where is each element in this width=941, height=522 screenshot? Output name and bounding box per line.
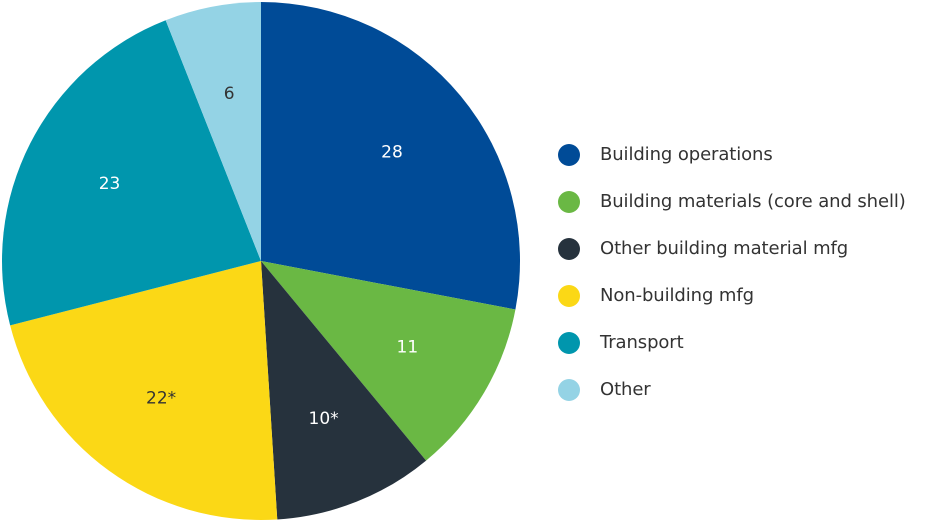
slice-value-label: 10* [309, 409, 339, 429]
legend-label: Building operations [600, 144, 773, 165]
slice-value-label: 28 [381, 143, 403, 163]
legend-label: Other building material mfg [600, 238, 849, 259]
slice-value-label: 6 [224, 84, 235, 104]
pie-slice-building-operations [261, 2, 520, 310]
legend-swatch [558, 378, 580, 401]
legend-swatch [558, 284, 580, 307]
pie-slice-non-building-mfg [10, 261, 278, 520]
legend-item-building-operations[interactable]: Building operations [558, 131, 906, 178]
slice-value-label: 23 [99, 174, 121, 194]
legend-item-other-building-material-mfg[interactable]: Other building material mfg [558, 225, 906, 272]
legend-item-building-materials[interactable]: Building materials (core and shell) [558, 178, 906, 225]
legend-label: Non-building mfg [600, 285, 754, 306]
legend-item-other[interactable]: Other [558, 366, 906, 413]
slice-value-label: 11 [397, 338, 419, 358]
pie-slice-building-materials-core-and-shell [261, 261, 516, 461]
slice-labels: 28 11 10* 22* 23 6 [99, 84, 418, 429]
pie-slices [1, 2, 520, 520]
legend-label: Building materials (core and shell) [600, 191, 906, 212]
legend-label: Transport [600, 332, 684, 353]
slice-value-label: 22* [146, 389, 176, 409]
legend-label: Other [600, 379, 651, 400]
pie-slice-other [165, 2, 261, 261]
legend-swatch [558, 190, 580, 213]
legend-item-non-building-mfg[interactable]: Non-building mfg [558, 272, 906, 319]
chart-legend: Building operations Building materials (… [558, 131, 906, 413]
pie-slice-transport [1, 20, 261, 326]
legend-swatch [558, 237, 580, 260]
pie-slice-other-building-material-mfg [261, 261, 427, 520]
legend-swatch [558, 143, 580, 166]
legend-item-transport[interactable]: Transport [558, 319, 906, 366]
legend-swatch [558, 331, 580, 354]
